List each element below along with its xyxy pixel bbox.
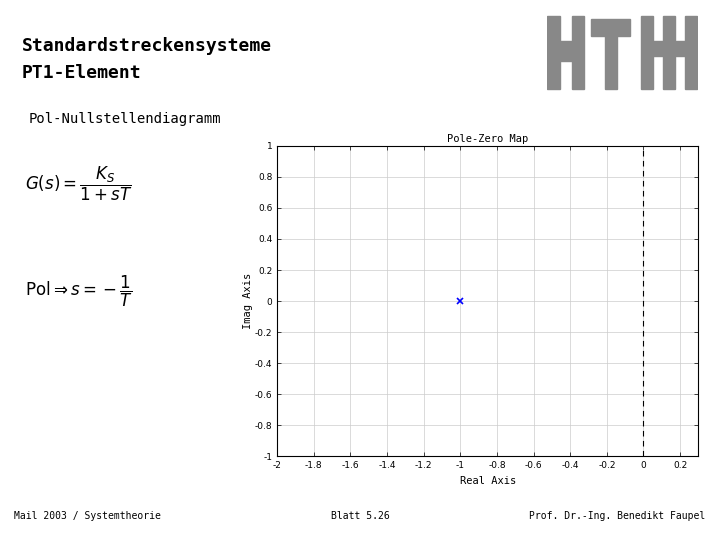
Text: $\mathrm{Pol} \Rightarrow s = -\dfrac{1}{T}$: $\mathrm{Pol} \Rightarrow s = -\dfrac{1}… [25, 274, 133, 309]
Bar [653, 41, 662, 56]
Bar [675, 41, 685, 56]
Bar [641, 16, 653, 90]
Text: Prof. Dr.-Ing. Benedikt Faupel: Prof. Dr.-Ing. Benedikt Faupel [529, 511, 706, 521]
Text: Blatt 5.26: Blatt 5.26 [330, 511, 390, 521]
Bar [572, 16, 585, 90]
Text: $G(s) = \dfrac{K_S}{1+sT}$: $G(s) = \dfrac{K_S}{1+sT}$ [25, 165, 133, 202]
Bar [591, 19, 630, 36]
Bar [605, 36, 617, 90]
Bar [662, 16, 675, 90]
Text: PT1-Element: PT1-Element [22, 64, 141, 82]
Bar [547, 16, 559, 90]
Bar [559, 41, 572, 61]
Y-axis label: Imag Axis: Imag Axis [243, 273, 253, 329]
Text: Standardstreckensysteme: Standardstreckensysteme [22, 37, 271, 55]
Text: Pol-Nullstellendiagramm: Pol-Nullstellendiagramm [29, 112, 222, 126]
Bar [685, 16, 697, 90]
X-axis label: Real Axis: Real Axis [459, 476, 516, 485]
Title: Pole-Zero Map: Pole-Zero Map [447, 133, 528, 144]
Text: Mail 2003 / Systemtheorie: Mail 2003 / Systemtheorie [14, 511, 161, 521]
